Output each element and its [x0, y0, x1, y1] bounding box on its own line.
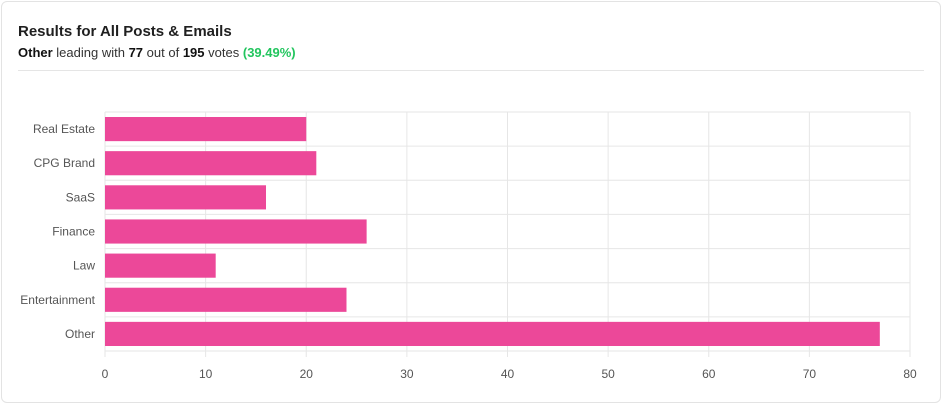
- x-tick-label: 80: [903, 367, 917, 381]
- card-title: Results for All Posts & Emails: [18, 23, 232, 40]
- category-label: Law: [73, 259, 95, 273]
- category-label: Real Estate: [33, 122, 95, 136]
- leading-with-text: leading with: [56, 45, 125, 60]
- bar-finance: [105, 219, 367, 244]
- bar-law: [105, 253, 216, 278]
- bar-entertainment: [105, 287, 347, 312]
- x-tick-label: 30: [400, 367, 414, 381]
- x-tick-label: 10: [199, 367, 213, 381]
- header-divider: [18, 70, 924, 71]
- category-label: Entertainment: [20, 293, 95, 307]
- results-summary: Other leading with 77 out of 195 votes (…: [18, 45, 296, 60]
- votes-text: votes: [208, 45, 240, 60]
- x-tick-label: 50: [601, 367, 615, 381]
- total-votes: 195: [182, 45, 205, 60]
- x-tick-label: 40: [501, 367, 515, 381]
- leader-name: Other: [18, 45, 53, 60]
- x-tick-label: 20: [300, 367, 314, 381]
- out-of-text: out of: [146, 45, 180, 60]
- bar-other: [105, 321, 880, 346]
- leader-percent: (39.49%): [242, 45, 296, 60]
- bar-real-estate: [105, 117, 307, 142]
- bar-cpg-brand: [105, 151, 317, 176]
- category-label: SaaS: [66, 190, 95, 204]
- category-label: Finance: [52, 225, 95, 239]
- bar-saas: [105, 185, 266, 210]
- x-tick-label: 70: [803, 367, 817, 381]
- category-label: Other: [65, 327, 95, 341]
- x-tick-label: 0: [102, 367, 109, 381]
- x-tick-label: 60: [702, 367, 716, 381]
- leader-votes: 77: [128, 45, 144, 60]
- category-label: CPG Brand: [34, 156, 95, 170]
